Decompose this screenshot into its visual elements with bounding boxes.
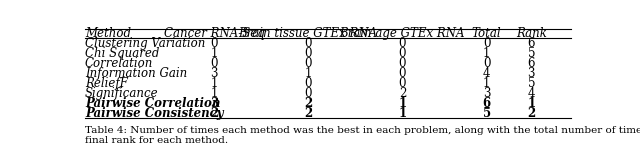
Text: 6: 6 xyxy=(527,57,535,70)
Text: 4: 4 xyxy=(527,87,535,100)
Text: 0: 0 xyxy=(399,67,406,80)
Text: 0: 0 xyxy=(305,57,312,70)
Text: 1: 1 xyxy=(210,47,218,60)
Text: 3: 3 xyxy=(210,67,218,80)
Text: 0: 0 xyxy=(305,37,312,50)
Text: 2: 2 xyxy=(527,107,536,120)
Text: Table 4: Number of times each method was the best in each problem, along with th: Table 4: Number of times each method was… xyxy=(85,126,640,145)
Text: Pairwise Consistency: Pairwise Consistency xyxy=(85,107,223,120)
Text: 1: 1 xyxy=(398,107,406,120)
Text: 0: 0 xyxy=(399,57,406,70)
Text: Pairwise Correlation: Pairwise Correlation xyxy=(85,97,220,110)
Text: 3: 3 xyxy=(483,87,490,100)
Text: 1: 1 xyxy=(210,77,218,90)
Text: 0: 0 xyxy=(305,87,312,100)
Text: 2: 2 xyxy=(304,97,312,110)
Text: 1: 1 xyxy=(483,47,490,60)
Text: 0: 0 xyxy=(210,37,218,50)
Text: Brain age GTEx RNA: Brain age GTEx RNA xyxy=(340,27,465,40)
Text: 1: 1 xyxy=(398,97,406,110)
Text: 5: 5 xyxy=(527,77,535,90)
Text: 3: 3 xyxy=(527,67,535,80)
Text: 0: 0 xyxy=(305,77,312,90)
Text: Information Gain: Information Gain xyxy=(85,67,188,80)
Text: 1: 1 xyxy=(527,97,536,110)
Text: 0: 0 xyxy=(483,37,490,50)
Text: 5: 5 xyxy=(527,47,535,60)
Text: 2: 2 xyxy=(304,107,312,120)
Text: Rank: Rank xyxy=(516,27,547,40)
Text: 6: 6 xyxy=(483,97,491,110)
Text: 1: 1 xyxy=(483,77,490,90)
Text: 4: 4 xyxy=(483,67,490,80)
Text: Clustering Variation: Clustering Variation xyxy=(85,37,205,50)
Text: 2: 2 xyxy=(399,87,406,100)
Text: Method: Method xyxy=(85,27,131,40)
Text: 6: 6 xyxy=(527,37,535,50)
Text: 2: 2 xyxy=(210,107,218,120)
Text: Correlation: Correlation xyxy=(85,57,154,70)
Text: Brain tissue GTEx RNA: Brain tissue GTEx RNA xyxy=(239,27,378,40)
Text: 0: 0 xyxy=(399,47,406,60)
Text: 3: 3 xyxy=(210,97,218,110)
Text: 0: 0 xyxy=(210,57,218,70)
Text: 5: 5 xyxy=(483,107,491,120)
Text: Significance: Significance xyxy=(85,87,159,100)
Text: 0: 0 xyxy=(305,47,312,60)
Text: Total: Total xyxy=(472,27,502,40)
Text: 0: 0 xyxy=(399,37,406,50)
Text: 0: 0 xyxy=(483,57,490,70)
Text: 1: 1 xyxy=(210,87,218,100)
Text: ReliefF: ReliefF xyxy=(85,77,128,90)
Text: 1: 1 xyxy=(305,67,312,80)
Text: 0: 0 xyxy=(399,77,406,90)
Text: Chi Squared: Chi Squared xyxy=(85,47,159,60)
Text: Cancer RNA-Seq: Cancer RNA-Seq xyxy=(164,27,264,40)
